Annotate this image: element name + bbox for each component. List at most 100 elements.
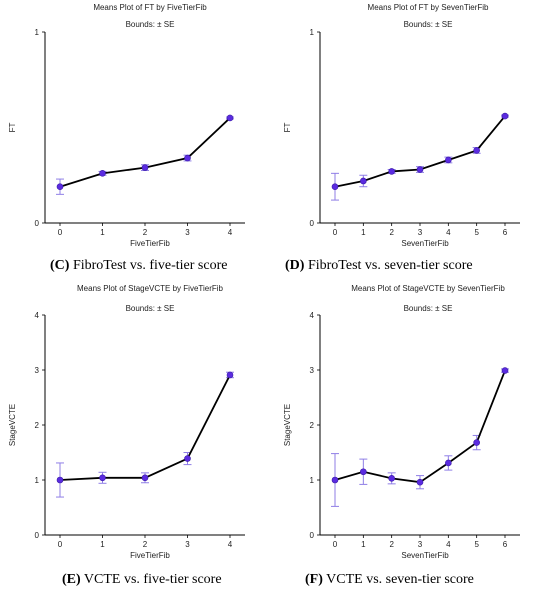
caption-letter: (F) — [305, 572, 323, 587]
x-axis-label: SevenTierFib — [401, 551, 449, 560]
chart-panel-f: Means Plot of StageVCTE by SevenTierFib B… — [275, 283, 550, 593]
data-point — [226, 114, 234, 122]
chart-svg: Means Plot of FT by FiveTierFib Bounds: ±… — [8, 3, 245, 248]
data-point — [473, 147, 480, 154]
x-tick-label: 3 — [185, 228, 190, 237]
y-tick-label: 0 — [35, 219, 40, 228]
chart-panel-e: Means Plot of StageVCTE by FiveTierFib Bo… — [0, 283, 275, 593]
data-point — [360, 177, 367, 185]
chart-title: Means Plot of StageVCTE by SevenTierFib — [351, 284, 505, 293]
caption-text: VCTE vs. seven-tier score — [322, 572, 474, 587]
data-point — [56, 476, 64, 484]
data-point — [416, 166, 424, 173]
chart-svg: Means Plot of FT by SevenTierFib Bounds: … — [283, 3, 520, 248]
y-tick-label: 2 — [310, 421, 315, 430]
data-point — [473, 439, 480, 446]
chart-panel-c: Means Plot of FT by FiveTierFib Bounds: ±… — [0, 0, 275, 280]
x-tick-label: 3 — [185, 540, 190, 549]
data-point — [360, 468, 367, 476]
data-point — [501, 112, 509, 120]
series-line — [59, 374, 231, 481]
chart-caption: (C) FibroTest vs. five-tier score — [50, 258, 227, 274]
x-tick-label: 0 — [333, 540, 338, 549]
x-tick-label: 3 — [418, 228, 423, 237]
chart-subtitle: Bounds: ± SE — [404, 20, 453, 29]
data-point — [388, 475, 395, 482]
x-tick-label: 4 — [446, 540, 451, 549]
chart-title: Means Plot of StageVCTE by FiveTierFib — [77, 284, 224, 293]
chart-subtitle: Bounds: ± SE — [404, 304, 453, 313]
x-tick-label: 1 — [361, 228, 366, 237]
y-axis-label: FT — [8, 123, 17, 133]
x-axis-label: FiveTierFib — [130, 551, 170, 560]
data-point — [331, 183, 339, 191]
y-tick-label: 4 — [35, 311, 40, 320]
x-tick-label: 0 — [58, 228, 63, 237]
x-tick-label: 5 — [474, 540, 479, 549]
series-line — [59, 117, 231, 188]
data-point — [99, 170, 106, 177]
chart-title: Means Plot of FT by FiveTierFib — [93, 3, 207, 12]
x-tick-label: 2 — [143, 228, 148, 237]
y-tick-label: 3 — [35, 366, 40, 375]
x-tick-label: 2 — [143, 540, 148, 549]
y-tick-label: 1 — [310, 28, 315, 37]
x-tick-label: 0 — [333, 228, 338, 237]
y-tick-label: 0 — [310, 219, 315, 228]
chart-caption: (D) FibroTest vs. seven-tier score — [285, 258, 473, 274]
caption-letter: (E) — [62, 572, 81, 587]
data-point — [184, 154, 191, 162]
x-tick-label: 2 — [389, 228, 394, 237]
x-tick-label: 4 — [228, 228, 233, 237]
y-tick-label: 4 — [310, 311, 315, 320]
y-tick-label: 2 — [35, 421, 40, 430]
caption-text: FibroTest vs. seven-tier score — [304, 258, 473, 273]
x-tick-label: 5 — [474, 228, 479, 237]
chart-svg: Means Plot of StageVCTE by FiveTierFib Bo… — [8, 284, 245, 560]
chart-title: Means Plot of FT by SevenTierFib — [368, 3, 489, 12]
data-point — [141, 474, 149, 482]
data-point — [416, 478, 424, 486]
x-axis-label: SevenTierFib — [401, 239, 449, 248]
data-point — [99, 474, 106, 482]
data-point — [141, 164, 149, 171]
y-tick-label: 0 — [35, 531, 40, 540]
x-tick-label: 2 — [389, 540, 394, 549]
x-tick-label: 0 — [58, 540, 63, 549]
y-axis-label: FT — [283, 123, 292, 133]
x-tick-label: 6 — [503, 540, 508, 549]
x-tick-label: 6 — [503, 228, 508, 237]
chart-subtitle: Bounds: ± SE — [126, 304, 175, 313]
x-axis-label: FiveTierFib — [130, 239, 170, 248]
data-point — [184, 455, 191, 462]
data-point — [331, 476, 339, 484]
series-line — [334, 370, 506, 484]
data-point — [501, 367, 509, 374]
data-point — [56, 183, 64, 191]
x-tick-label: 1 — [100, 540, 105, 549]
y-tick-label: 1 — [35, 28, 40, 37]
data-point — [388, 168, 395, 175]
chart-subtitle: Bounds: ± SE — [126, 20, 175, 29]
y-tick-label: 1 — [310, 476, 315, 485]
y-axis-label: StageVCTE — [283, 404, 292, 446]
chart-panel-d: Means Plot of FT by SevenTierFib Bounds: … — [275, 0, 550, 280]
x-tick-label: 4 — [228, 540, 233, 549]
y-tick-label: 0 — [310, 531, 315, 540]
data-point — [226, 371, 234, 379]
data-point — [445, 459, 452, 467]
x-tick-label: 1 — [100, 228, 105, 237]
chart-caption: (F) VCTE vs. seven-tier score — [305, 572, 474, 588]
data-point — [445, 156, 452, 164]
y-tick-label: 1 — [35, 476, 40, 485]
y-axis-label: StageVCTE — [8, 404, 17, 446]
chart-caption: (E) VCTE vs. five-tier score — [62, 572, 222, 588]
caption-text: VCTE vs. five-tier score — [80, 572, 222, 587]
caption-letter: (C) — [50, 258, 70, 273]
chart-svg: Means Plot of StageVCTE by SevenTierFib B… — [283, 284, 520, 560]
caption-letter: (D) — [285, 258, 305, 273]
caption-text: FibroTest vs. five-tier score — [69, 258, 228, 273]
x-tick-label: 4 — [446, 228, 451, 237]
y-tick-label: 3 — [310, 366, 315, 375]
x-tick-label: 3 — [418, 540, 423, 549]
